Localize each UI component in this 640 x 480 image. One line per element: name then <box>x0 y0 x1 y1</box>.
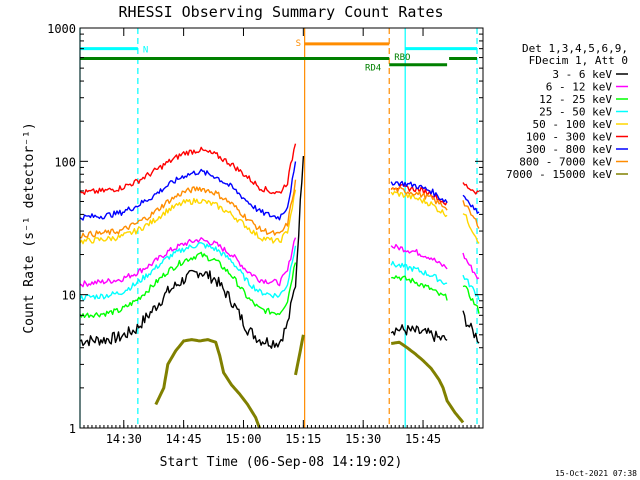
legend-label-8: 7000 - 15000 keV <box>506 168 612 181</box>
legend-header-0: Det 1,3,4,5,6,9, <box>522 42 628 55</box>
series-line-6 <box>79 161 480 221</box>
series-line-0 <box>79 155 480 349</box>
legend-label-6: 300 - 800 keV <box>526 143 612 156</box>
footer-date: 15-Oct-2021 07:38 <box>555 469 637 478</box>
y-tick-label-3: 1000 <box>47 22 76 36</box>
y-tick-label-0: 1 <box>69 422 76 436</box>
legend-label-0: 3 - 6 keV <box>552 68 612 81</box>
interval-label-3: RBO <box>394 53 410 63</box>
x-tick-label-1: 14:45 <box>166 432 202 446</box>
y-tick-label-1: 10 <box>62 289 76 303</box>
axes-layer: 14:30 14:45 15:00 15:15 15:30 15:45 1 10 100 1000 <box>47 22 484 446</box>
series-layer <box>79 143 480 429</box>
legend-label-3: 25 - 50 keV <box>539 106 612 119</box>
interval-label-1: S <box>296 39 301 49</box>
x-tick-label-2: 15:00 <box>225 432 261 446</box>
series-line-3 <box>79 242 480 301</box>
legend-label-7: 800 - 7000 keV <box>519 156 612 169</box>
interval-label-0: N <box>143 46 148 56</box>
series-line-8 <box>154 334 465 429</box>
series-line-7 <box>79 179 480 239</box>
chart-title: RHESSI Observing Summary Count Rates <box>118 3 443 21</box>
y-tick-label-2: 100 <box>54 155 76 169</box>
interval-label-2: RD4 <box>365 64 381 74</box>
x-tick-label-5: 15:45 <box>405 432 441 446</box>
legend-layer: Det 1,3,4,5,6,9,FDecim 1, Att 03 - 6 keV… <box>506 42 628 181</box>
legend-label-5: 100 - 300 keV <box>526 131 612 144</box>
legend-label-4: 50 - 100 keV <box>533 118 613 131</box>
legend-label-2: 12 - 25 keV <box>539 93 612 106</box>
interval-bars-layer: N S RD4 RBO <box>80 39 478 74</box>
series-line-1 <box>79 237 480 288</box>
legend-label-1: 6 - 12 keV <box>546 81 613 94</box>
y-axis-label: Count Rate (s⁻¹ detector⁻¹) <box>22 122 37 333</box>
legend-header-1: FDecim 1, Att 0 <box>529 54 628 67</box>
plot-frame <box>79 27 484 429</box>
x-axis-label: Start Time (06-Sep-08 14:19:02) <box>160 455 403 470</box>
series-line-5 <box>79 143 480 206</box>
x-tick-label-3: 15:15 <box>285 432 321 446</box>
x-tick-label-4: 15:30 <box>345 432 381 446</box>
series-line-2 <box>79 251 480 318</box>
series-line-4 <box>79 189 480 245</box>
x-tick-label-0: 14:30 <box>106 432 142 446</box>
